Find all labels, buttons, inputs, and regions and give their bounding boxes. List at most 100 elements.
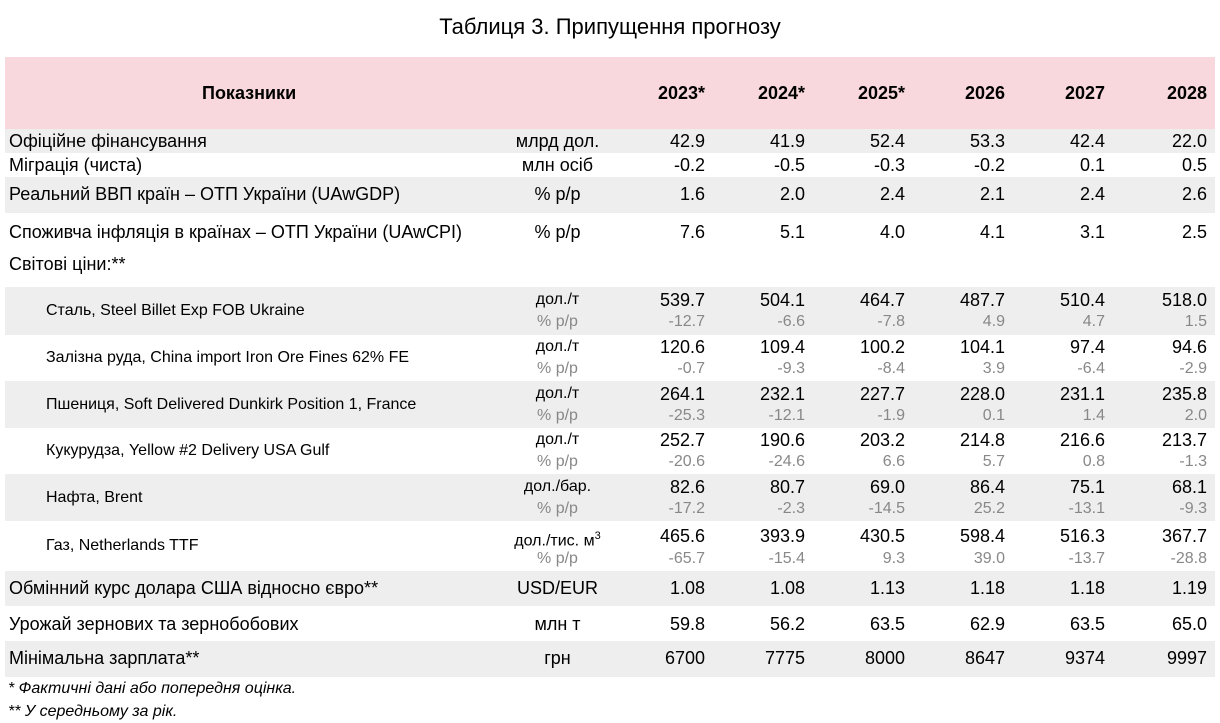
commodity-pct: -1.3: [1179, 453, 1207, 470]
commodity-value: 80.7: [769, 477, 805, 497]
commodity-value: 100.2: [859, 337, 905, 357]
row-value: 7775: [764, 648, 805, 668]
commodity-pct: -12.1: [768, 407, 805, 424]
row-value: 4.0: [879, 222, 905, 242]
table-row: Мінімальна зарплата** грн 6700 7775 8000…: [5, 641, 1215, 677]
row-value: 63.5: [869, 614, 905, 634]
commodity-value: 231.1: [1059, 384, 1105, 404]
commodity-pct: -6.4: [1077, 360, 1105, 377]
row-unit: млн осіб: [521, 155, 594, 175]
commodity-pct: -2.3: [777, 500, 805, 517]
row-label: Офіційне фінансування: [9, 131, 207, 151]
header-label: Показники: [202, 83, 297, 103]
commodity-pct: -1.9: [877, 407, 905, 424]
row-unit: % р/р: [534, 184, 581, 204]
commodity-pct: -17.2: [668, 500, 705, 517]
row-value: 1.18: [969, 578, 1005, 598]
commodity-label: Залізна руда, China import Iron Ore Fine…: [46, 349, 410, 366]
row-unit: млрд дол.: [515, 131, 600, 151]
commodity-unit: дол./тис. м3: [485, 526, 630, 551]
commodity-value: 214.8: [959, 430, 1005, 450]
row-value: 41.9: [769, 131, 805, 151]
commodity-row: Пшениця, Soft Delivered Dunkirk Position…: [5, 381, 1215, 428]
table-header: Показники 2023* 2024* 2025* 2026 2027 20…: [5, 57, 1215, 129]
commodity-value: 465.6: [659, 526, 705, 546]
row-value: 2.1: [979, 184, 1005, 204]
commodity-value: 109.4: [759, 337, 805, 357]
commodity-value: 367.7: [1161, 526, 1207, 546]
footnote: ** У середньому за рік.: [8, 703, 178, 720]
row-value: 2.4: [1079, 184, 1105, 204]
commodity-pct: -0.7: [677, 360, 705, 377]
commodity-value: 94.6: [1171, 337, 1207, 357]
commodity-label: Пшениця, Soft Delivered Dunkirk Position…: [46, 396, 417, 413]
commodity-unit: дол./т: [535, 291, 580, 308]
commodity-label: Сталь, Steel Billet Exp FOB Ukraine: [46, 302, 305, 319]
row-value: 1.18: [1069, 578, 1105, 598]
commodity-value: 430.5: [859, 526, 905, 546]
commodity-pct: 4.9: [982, 313, 1005, 330]
row-value: 2.0: [779, 184, 805, 204]
row-value: 1.6: [679, 184, 705, 204]
table-row: Міграція (чиста) млн осіб -0.2 -0.5 -0.3…: [5, 153, 1215, 177]
commodity-pct-unit: % р/р: [537, 360, 578, 377]
table-row: Споживча інфляція в країнах – ОТП Україн…: [5, 213, 1215, 251]
row-unit: % р/р: [534, 222, 581, 242]
commodity-value: 190.6: [759, 430, 805, 450]
table-row: Офіційне фінансування млрд дол. 42.9 41.…: [5, 129, 1215, 153]
commodity-value: 393.9: [759, 526, 805, 546]
header-year: 2025*: [857, 83, 905, 103]
row-value: -0.2: [673, 155, 705, 175]
header-year: 2028: [1166, 83, 1207, 103]
commodity-value: 464.7: [859, 290, 905, 310]
row-value: 3.1: [1079, 222, 1105, 242]
commodity-value: 203.2: [859, 430, 905, 450]
commodity-row: Газ, Netherlands TTF дол./тис. м3 % р/р …: [5, 521, 1215, 571]
row-value: 1.13: [869, 578, 905, 598]
commodity-pct: 0.1: [982, 407, 1005, 424]
table-title: Таблиця 3. Припущення прогнозу: [439, 14, 781, 39]
commodity-unit: дол./т: [535, 385, 580, 402]
commodity-value: 213.7: [1161, 430, 1207, 450]
commodity-pct: 0.8: [1082, 453, 1105, 470]
commodity-value: 264.1: [659, 384, 705, 404]
commodity-pct: 1.5: [1184, 313, 1207, 330]
commodity-value: 516.3: [1059, 526, 1105, 546]
commodity-value: 227.7: [859, 384, 905, 404]
row-value: 1.19: [1171, 578, 1207, 598]
row-unit: USD/EUR: [516, 578, 598, 598]
commodity-pct: -20.6: [668, 453, 705, 470]
row-value: 4.1: [979, 222, 1005, 242]
commodity-pct: -2.9: [1179, 360, 1207, 377]
row-value: 6700: [664, 648, 705, 668]
row-value: 53.3: [969, 131, 1005, 151]
commodity-pct: 9.3: [882, 550, 905, 567]
row-value: -0.5: [773, 155, 805, 175]
row-label: Споживча інфляція в країнах – ОТП Україн…: [9, 222, 463, 242]
section-row: Світові ціни:**: [5, 251, 1215, 287]
commodity-pct: -12.7: [668, 313, 705, 330]
commodity-row: Залізна руда, China import Iron Ore Fine…: [5, 335, 1215, 381]
commodity-unit: дол./т: [535, 338, 580, 355]
commodity-value: 598.4: [959, 526, 1005, 546]
commodity-value: 228.0: [959, 384, 1005, 404]
header-year: 2023*: [657, 83, 705, 103]
row-value: 42.4: [1069, 131, 1105, 151]
commodity-value: 68.1: [1171, 477, 1207, 497]
commodity-pct: -13.7: [1068, 550, 1105, 567]
row-value: 1.08: [769, 578, 805, 598]
commodity-value: 86.4: [969, 477, 1005, 497]
commodity-value: 518.0: [1161, 290, 1207, 310]
commodity-pct-unit: % р/р: [537, 313, 578, 330]
commodity-pct: 6.6: [882, 453, 905, 470]
row-value: 7.6: [679, 222, 705, 242]
forecast-table: Показники 2023* 2024* 2025* 2026 2027 20…: [5, 57, 1215, 677]
table-row: Урожай зернових та зернобобових млн т 59…: [5, 606, 1215, 641]
row-label: Обмінний курс долара США відносно євро**: [9, 578, 379, 598]
commodity-value: 539.7: [659, 290, 705, 310]
row-value: -0.3: [873, 155, 905, 175]
commodity-pct-unit: % р/р: [537, 500, 578, 517]
row-value: 0.5: [1181, 155, 1207, 175]
commodity-value: 510.4: [1059, 290, 1105, 310]
commodity-value: 69.0: [869, 477, 905, 497]
